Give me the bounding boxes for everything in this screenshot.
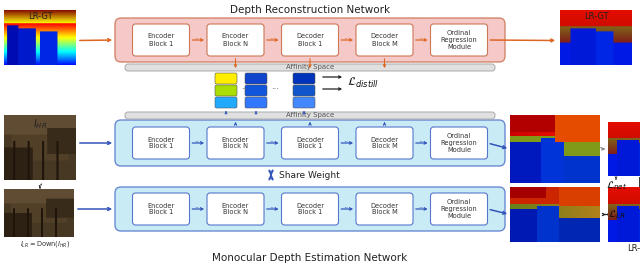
Text: Decoder
Block M: Decoder Block M <box>371 202 399 216</box>
Text: $\mathcal{L}_{HR}$: $\mathcal{L}_{HR}$ <box>638 179 640 192</box>
FancyBboxPatch shape <box>115 120 505 166</box>
Text: Decoder
Block 1: Decoder Block 1 <box>296 202 324 216</box>
FancyBboxPatch shape <box>293 73 315 84</box>
Text: ···: ··· <box>269 204 276 213</box>
FancyBboxPatch shape <box>207 193 264 225</box>
FancyBboxPatch shape <box>245 97 267 108</box>
Text: Decoder
Block M: Decoder Block M <box>371 137 399 150</box>
FancyBboxPatch shape <box>207 127 264 159</box>
Text: ···: ··· <box>418 204 426 213</box>
Text: ···: ··· <box>241 85 249 95</box>
Text: Encoder
Block N: Encoder Block N <box>222 34 249 46</box>
Text: Ordinal
Regression
Module: Ordinal Regression Module <box>440 30 477 50</box>
Text: LR-GT: LR-GT <box>627 244 640 253</box>
Text: Decoder
Block 1: Decoder Block 1 <box>296 34 324 46</box>
FancyBboxPatch shape <box>431 24 488 56</box>
FancyBboxPatch shape <box>132 24 189 56</box>
Text: $I_{LR}=\mathrm{Down}(I_{HR})$: $I_{LR}=\mathrm{Down}(I_{HR})$ <box>20 239 70 249</box>
Text: Encoder
Block 1: Encoder Block 1 <box>147 137 175 150</box>
Text: Affinity Space: Affinity Space <box>286 64 334 71</box>
Text: Depth Reconstruction Network: Depth Reconstruction Network <box>230 5 390 15</box>
Text: ···: ··· <box>343 36 351 45</box>
FancyBboxPatch shape <box>115 18 505 62</box>
FancyBboxPatch shape <box>125 112 495 119</box>
FancyBboxPatch shape <box>431 127 488 159</box>
Text: ···: ··· <box>195 204 202 213</box>
FancyBboxPatch shape <box>132 127 189 159</box>
FancyBboxPatch shape <box>115 187 505 231</box>
Text: ···: ··· <box>343 139 351 148</box>
Text: $I_{HR}$: $I_{HR}$ <box>33 117 47 131</box>
Text: Encoder
Block 1: Encoder Block 1 <box>147 34 175 46</box>
Text: LR-GT: LR-GT <box>584 12 608 21</box>
FancyBboxPatch shape <box>215 85 237 96</box>
Text: Decoder
Block M: Decoder Block M <box>371 34 399 46</box>
Text: Encoder
Block N: Encoder Block N <box>222 202 249 216</box>
FancyBboxPatch shape <box>245 85 267 96</box>
FancyBboxPatch shape <box>356 24 413 56</box>
Text: ···: ··· <box>418 139 426 148</box>
FancyBboxPatch shape <box>356 127 413 159</box>
Text: $\mathcal{L}_{LR}$: $\mathcal{L}_{LR}$ <box>608 208 626 221</box>
FancyBboxPatch shape <box>293 97 315 108</box>
Text: ···: ··· <box>195 36 202 45</box>
FancyBboxPatch shape <box>125 64 495 71</box>
Text: ···: ··· <box>343 204 351 213</box>
Text: $\mathcal{L}_{net}$: $\mathcal{L}_{net}$ <box>606 179 627 192</box>
Text: ···: ··· <box>269 139 276 148</box>
Text: $\mathcal{L}_{distill}$: $\mathcal{L}_{distill}$ <box>347 76 379 90</box>
FancyBboxPatch shape <box>431 193 488 225</box>
Text: ···: ··· <box>271 85 279 95</box>
FancyBboxPatch shape <box>215 73 237 84</box>
Text: ···: ··· <box>269 36 276 45</box>
Text: LR-GT: LR-GT <box>28 12 52 21</box>
Text: Encoder
Block N: Encoder Block N <box>222 137 249 150</box>
Text: Ordinal
Regression
Module: Ordinal Regression Module <box>440 133 477 153</box>
Text: Affinity Space: Affinity Space <box>286 113 334 118</box>
Text: Monocular Depth Estimation Network: Monocular Depth Estimation Network <box>212 253 408 263</box>
FancyBboxPatch shape <box>282 24 339 56</box>
FancyBboxPatch shape <box>245 73 267 84</box>
FancyBboxPatch shape <box>282 193 339 225</box>
Text: Decoder
Block 1: Decoder Block 1 <box>296 137 324 150</box>
FancyBboxPatch shape <box>293 85 315 96</box>
FancyBboxPatch shape <box>207 24 264 56</box>
Text: Share Weight: Share Weight <box>279 171 340 181</box>
FancyBboxPatch shape <box>132 193 189 225</box>
FancyBboxPatch shape <box>215 97 237 108</box>
Text: Ordinal
Regression
Module: Ordinal Regression Module <box>440 199 477 219</box>
Text: ···: ··· <box>418 36 426 45</box>
FancyBboxPatch shape <box>282 127 339 159</box>
FancyBboxPatch shape <box>356 193 413 225</box>
Text: ···: ··· <box>195 139 202 148</box>
Text: Encoder
Block 1: Encoder Block 1 <box>147 202 175 216</box>
